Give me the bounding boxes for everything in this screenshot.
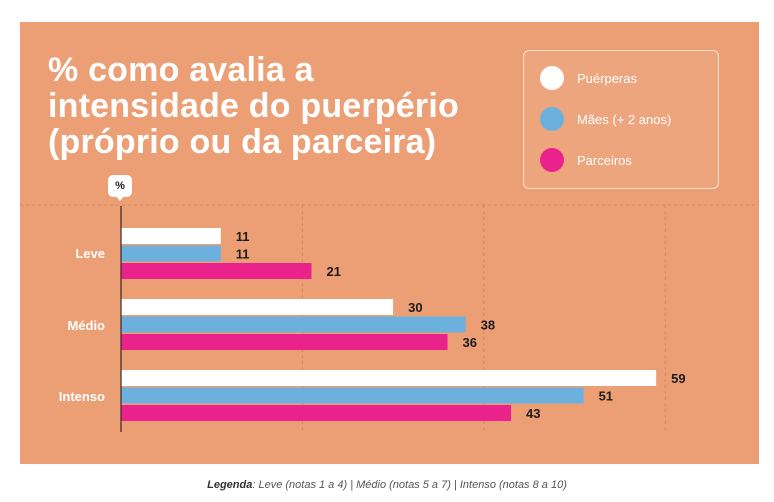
- legend-item-puerperas: Puérperas: [540, 65, 637, 91]
- bar-leve-series-3: [121, 263, 312, 279]
- value-label-leve-series-3: 21: [326, 264, 340, 279]
- footer-legend-note: Legenda: Leve (notas 1 a 4) | Médio (not…: [0, 479, 774, 491]
- chart-title: % como avalia a intensidade do puerpério…: [48, 52, 508, 160]
- title-line-3: (próprio ou da parceira): [48, 123, 437, 161]
- value-label-leve-series-2: 11: [236, 247, 250, 262]
- legend-swatch-parceiros: [540, 148, 564, 172]
- footer-text: : Leve (notas 1 a 4) | Médio (notas 5 a …: [252, 479, 567, 491]
- bar-médio-series-1: [121, 299, 394, 315]
- legend-label-puerperas: Puérperas: [577, 70, 637, 86]
- title-line-1: % como avalia a: [48, 51, 314, 89]
- bar-leve-series-2: [121, 245, 221, 262]
- category-label-medio: Médio: [67, 318, 105, 333]
- bar-médio-series-2: [121, 316, 466, 333]
- value-label-leve-series-1: 11: [236, 229, 250, 244]
- legend-item-parceiros: Parceiros: [540, 147, 632, 173]
- value-label-médio-series-1: 30: [408, 300, 422, 315]
- bar-intenso-series-3: [121, 405, 512, 421]
- value-label-médio-series-2: 38: [481, 318, 495, 333]
- category-label-intenso: Intenso: [58, 389, 105, 404]
- legend-swatch-puerperas: [540, 66, 564, 90]
- title-line-2: intensidade do puerpério: [48, 87, 459, 125]
- category-label-leve: Leve: [75, 246, 105, 261]
- bar-intenso-series-2: [121, 387, 584, 404]
- footer-label: Legenda: [207, 479, 253, 491]
- bar-intenso-series-1: [121, 370, 657, 386]
- value-label-intenso-series-1: 59: [671, 371, 685, 386]
- value-label-intenso-series-3: 43: [526, 406, 540, 421]
- percent-unit-badge: %: [108, 175, 132, 201]
- legend: Puérperas Mães (+ 2 anos) Parceiros: [523, 50, 719, 189]
- bar-leve-series-1: [121, 228, 221, 244]
- legend-item-maes: Mães (+ 2 anos): [540, 106, 671, 132]
- legend-label-parceiros: Parceiros: [577, 152, 632, 168]
- legend-label-maes: Mães (+ 2 anos): [577, 111, 672, 127]
- legend-swatch-maes: [540, 107, 564, 131]
- value-label-intenso-series-2: 51: [599, 389, 613, 404]
- value-label-médio-series-3: 36: [463, 335, 477, 350]
- bar-médio-series-3: [121, 334, 448, 350]
